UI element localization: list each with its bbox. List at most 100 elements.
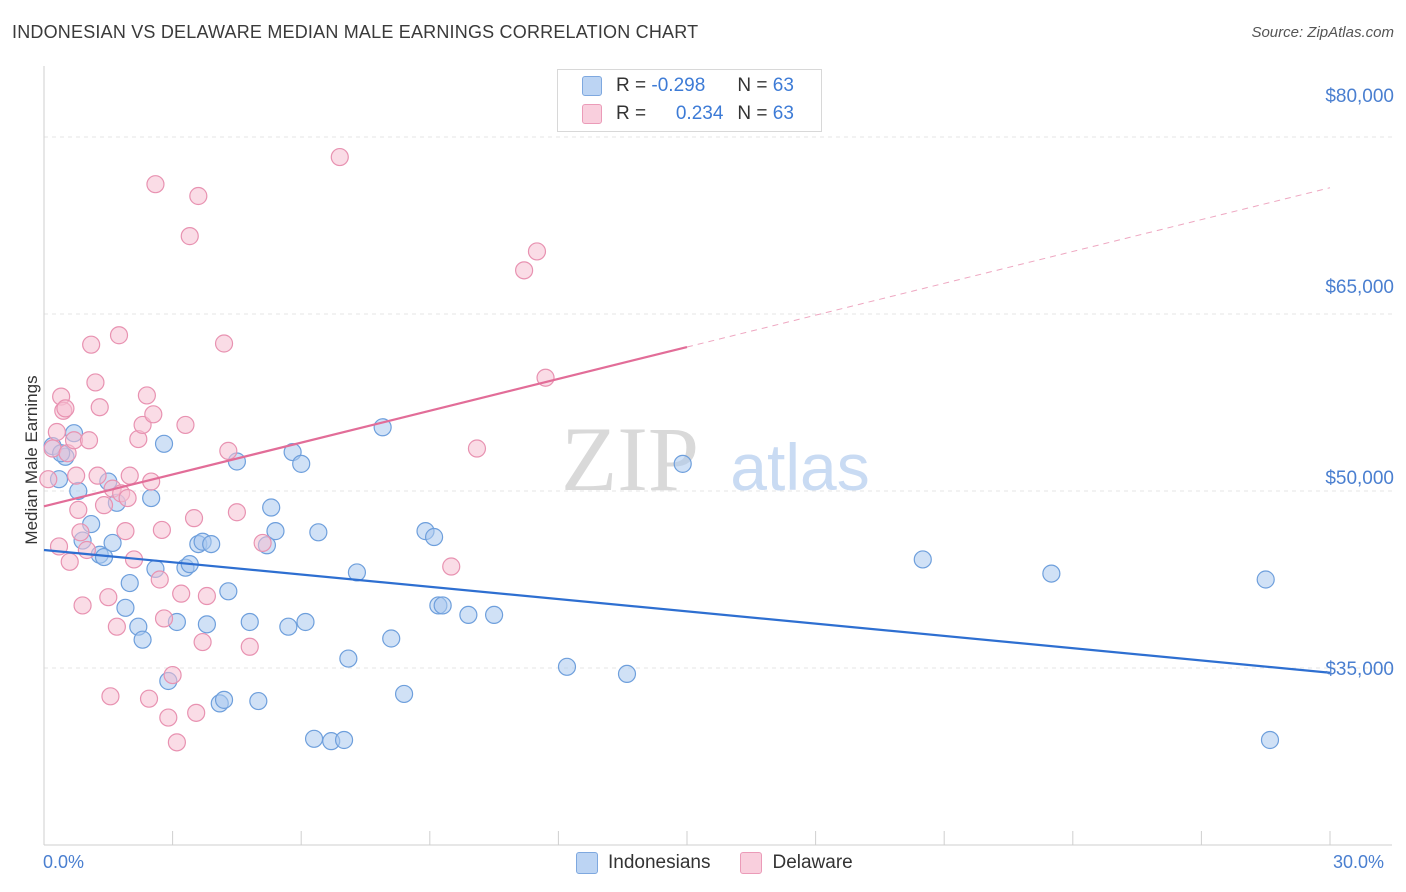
data-point [77,540,96,560]
data-point [94,496,114,515]
data-point [99,588,118,607]
legend-r-value: -0.298 [651,75,706,96]
data-point [101,687,120,706]
legend-n-label: N = [737,103,768,124]
chart-title: INDONESIAN VS DELAWARE MEDIAN MALE EARNI… [12,22,699,42]
data-point [253,533,272,553]
data-point [617,664,637,684]
y-tick-label: $50,000 [1325,468,1394,489]
legend-n-value: 63 [772,103,794,124]
data-point [116,522,135,541]
data-point [176,415,195,435]
data-point [515,261,534,280]
data-point [180,227,199,246]
data-point [144,405,163,424]
y-axis-label: Median Male Earnings [22,375,41,545]
data-point [292,454,311,473]
axes [43,66,1392,846]
data-point [163,665,182,685]
legend-label: Delaware [772,852,853,873]
data-point [118,488,137,508]
legend-swatch-blue [576,852,598,874]
legend-n-label: N = [737,75,768,96]
data-point [152,520,171,540]
data-point [1256,570,1275,589]
data-point [137,386,156,405]
grid-lines [44,136,1392,669]
data-point [82,335,101,354]
data-point [240,637,259,656]
watermark: ZIP atlas [561,408,870,510]
series-legend: Indonesians Delaware [576,852,883,874]
data-point [459,605,478,625]
legend-item-indonesians[interactable]: Indonesians [576,852,710,874]
data-point [146,175,165,194]
legend-n-value: 63 [772,75,794,96]
data-point [197,586,216,606]
watermark-atlas: atlas [730,430,869,504]
data-point [296,612,315,632]
data-point [107,617,126,636]
data-point [79,431,99,450]
y-tick-label: $80,000 [1325,86,1394,107]
data-point [467,439,487,458]
data-point [142,488,161,508]
trend-lines [43,187,1331,674]
data-point [150,570,169,589]
data-point [187,703,206,722]
legend-row-delaware: R = 0.234 N = 63 [582,102,794,126]
legend-swatch-pink [582,104,602,124]
data-point [557,657,577,676]
data-point [172,584,191,603]
source-label: Source: ZipAtlas.com [1251,24,1394,41]
trend-line [43,548,1331,674]
data-point [197,615,216,634]
data-point [139,689,159,708]
data-point [184,509,204,528]
data-point [120,466,139,485]
data-point [73,596,92,615]
data-point [86,373,105,392]
data-point [193,632,212,652]
trend-line-extension [686,187,1331,348]
data-point [56,399,75,418]
data-point [47,422,66,442]
data-point [394,684,414,704]
legend-r-value: 0.234 [675,103,724,124]
data-point [1042,564,1061,583]
data-point [219,582,238,601]
data-point [167,733,186,752]
data-point [219,441,238,460]
legend-r-label: R = [616,103,647,124]
y-tick-label: $65,000 [1325,277,1394,298]
legend-item-delaware[interactable]: Delaware [740,852,853,874]
data-point [67,466,86,485]
data-point [334,730,354,750]
data-point [159,708,178,727]
stats-legend: R = -0.298 N = 63 R = 0.234 N = 63 [557,69,822,132]
data-point [913,550,932,569]
data-point [103,533,122,553]
data-point [442,557,461,576]
data-point [424,527,444,547]
data-point [485,605,504,625]
legend-row-indonesians: R = -0.298 N = 63 [582,74,794,98]
data-point [60,552,79,571]
legend-label: Indonesians [608,852,711,873]
series-delaware [39,147,555,752]
data-point [214,690,234,709]
data-point [339,649,358,668]
data-point [116,598,135,617]
data-point [71,523,90,542]
data-point [154,609,174,628]
data-point [227,503,246,522]
data-point [262,498,281,517]
data-point [43,439,62,458]
data-point [39,470,58,489]
data-point [120,573,139,593]
data-point [133,630,152,649]
trend-line [43,345,688,508]
data-point [330,147,349,167]
data-point [109,326,129,345]
